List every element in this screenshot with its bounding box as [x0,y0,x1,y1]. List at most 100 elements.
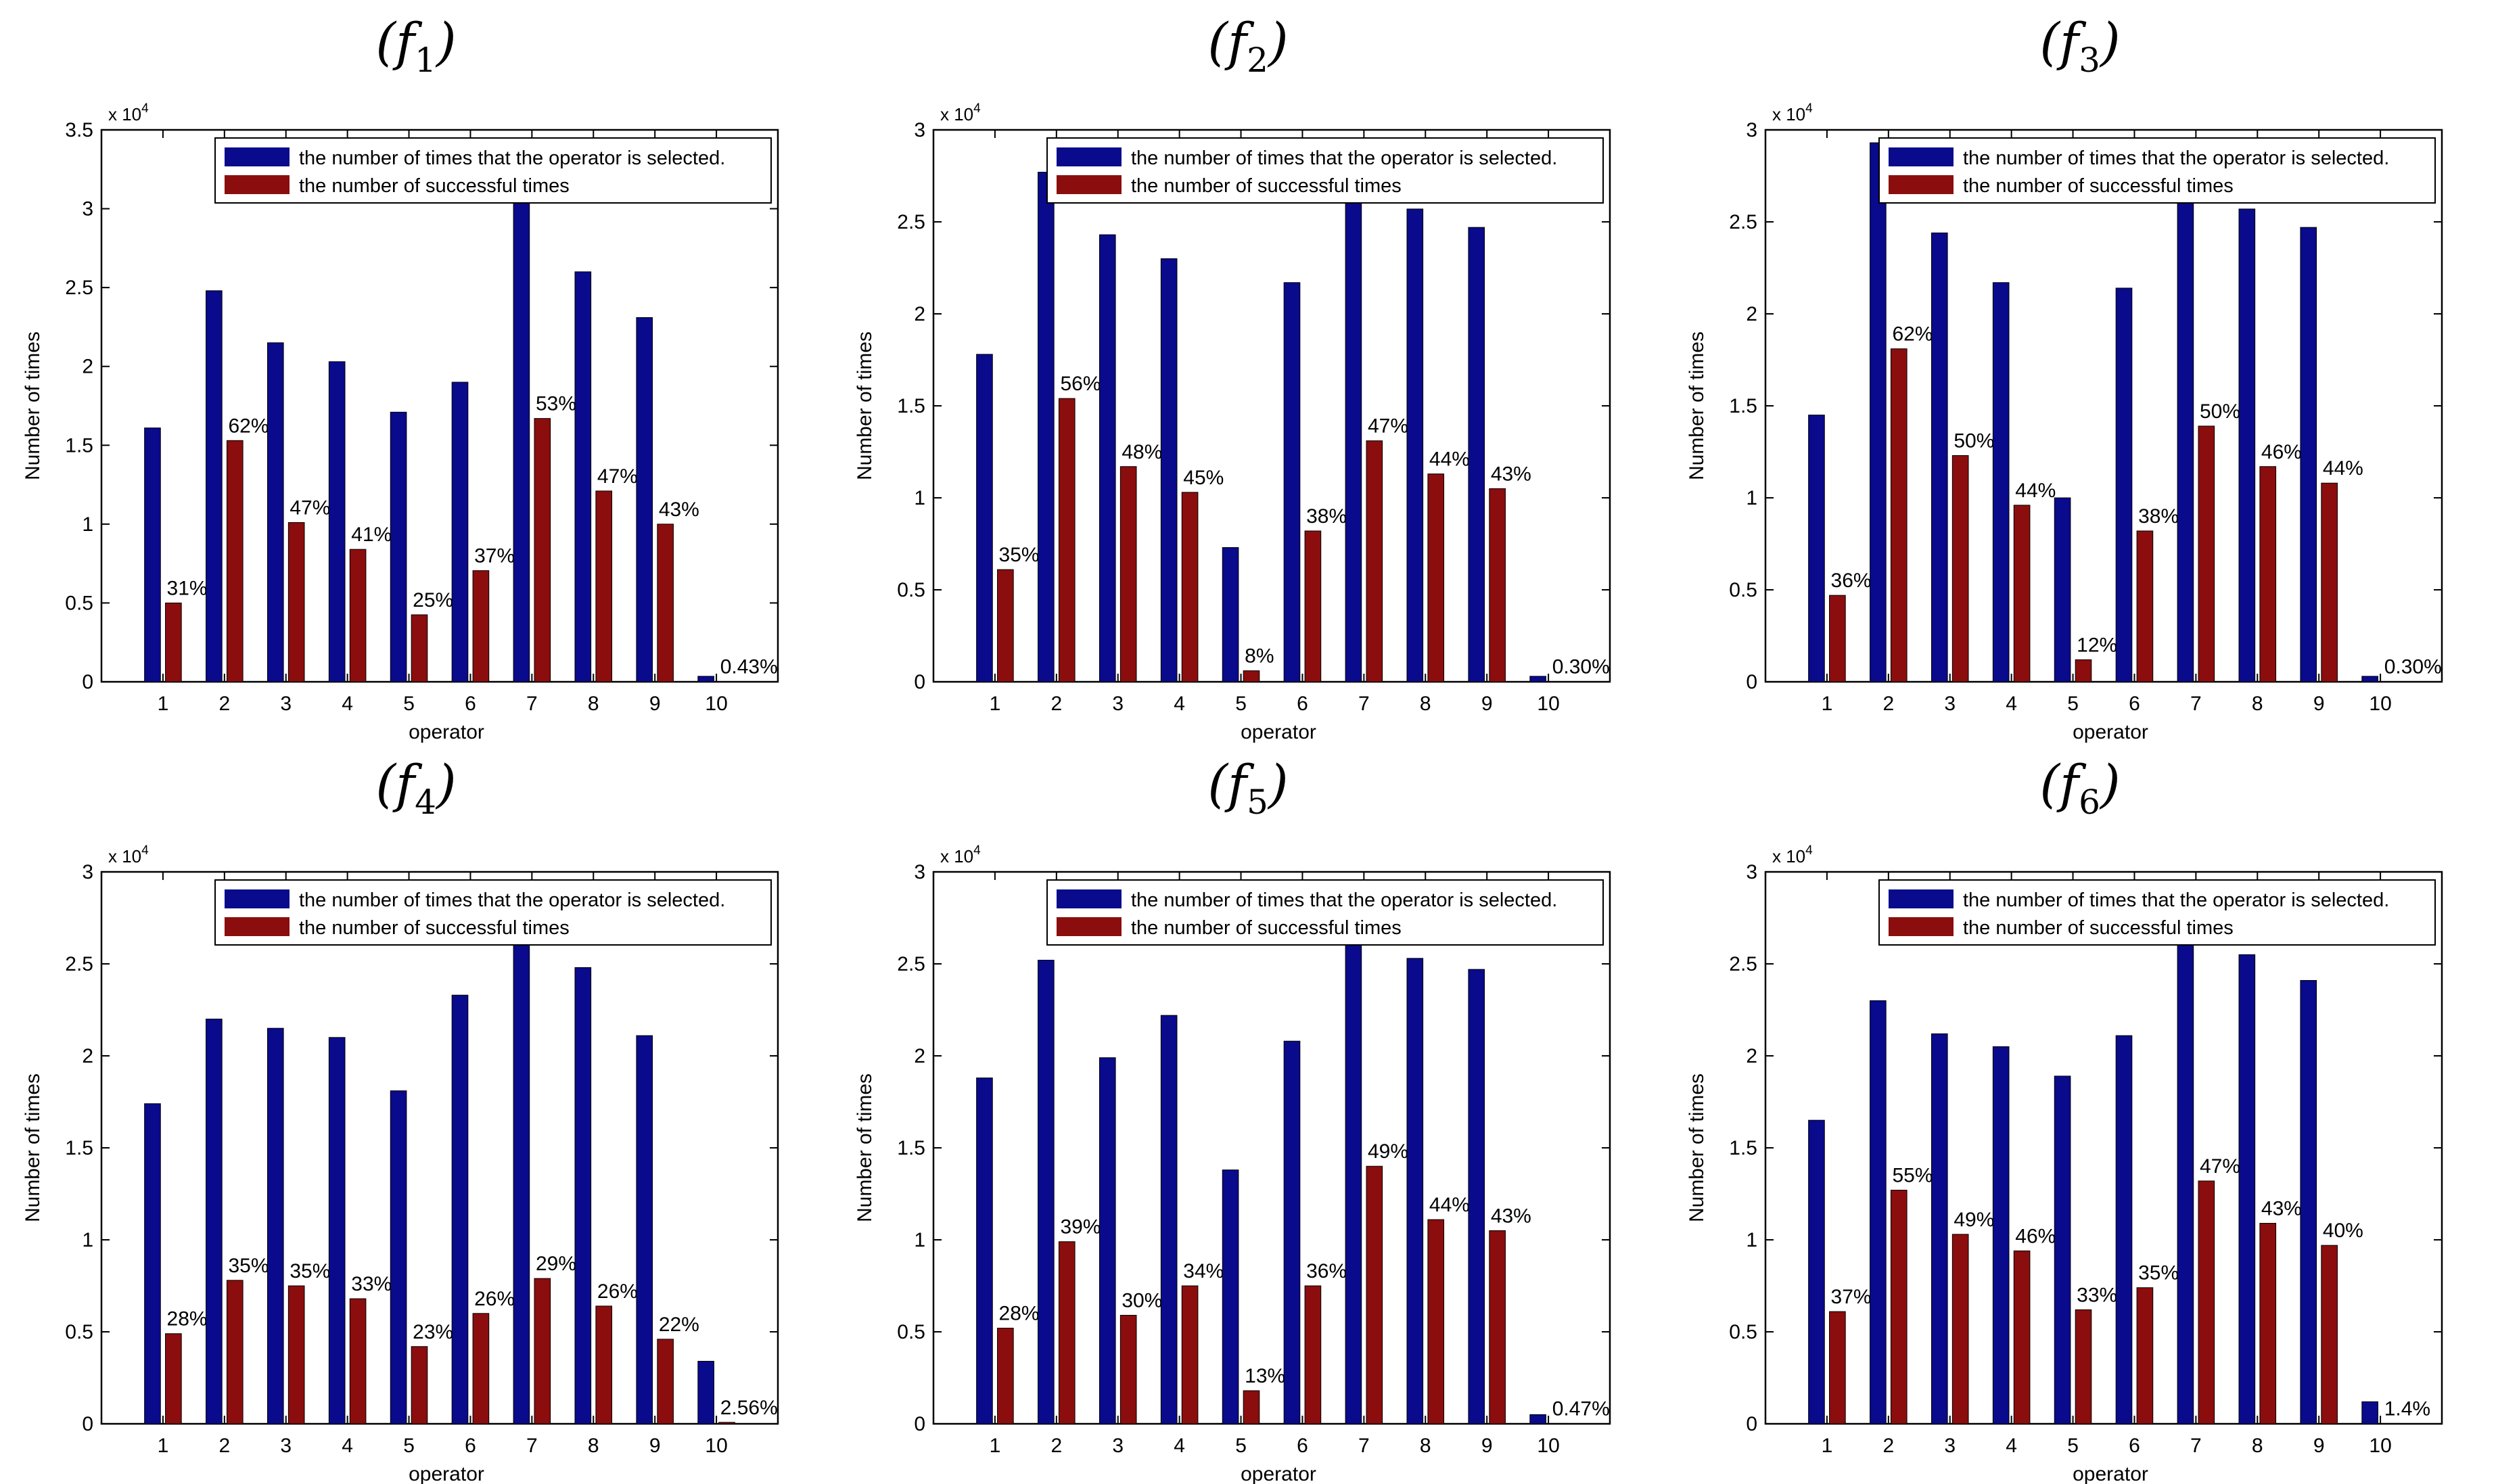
y-tick-label: 0 [82,671,93,693]
y-tick-label: 0.5 [1729,579,1757,601]
data-label: 28% [999,1303,1040,1325]
y-axis-label: Number of times [1686,331,1708,480]
y-tick-label: 1.5 [1729,395,1757,417]
bar-selected [697,1361,714,1424]
bar-successful [1243,670,1260,682]
x-tick-label: 7 [1358,1435,1370,1457]
bar-successful [534,1278,551,1424]
x-tick-label: 10 [705,693,727,715]
x-tick-label: 7 [526,693,538,715]
data-label: 28% [167,1308,208,1330]
y-exponent-base: x 10 [940,104,973,124]
bar-selected [1468,969,1485,1424]
bar-successful [595,490,613,682]
bar-selected [2361,1401,2378,1424]
y-tick-label: 1 [914,487,925,509]
x-tick-label: 5 [403,693,415,715]
data-label: 30% [1122,1290,1162,1312]
data-label: 26% [474,1288,515,1310]
legend-swatch-successful [225,175,290,194]
data-label: 45% [1183,467,1224,489]
data-label: 34% [1183,1260,1224,1282]
x-tick-label: 9 [2313,693,2325,715]
bar-successful [1243,1390,1260,1424]
bar-successful [1951,1234,1969,1424]
bar-selected [206,290,223,682]
y-tick-label: 0.5 [1729,1321,1757,1343]
legend-label-successful: the number of successful times [299,175,570,197]
x-tick-label: 1 [1822,1435,1833,1457]
x-tick-label: 4 [2006,693,2017,715]
legend-swatch-successful [225,917,290,936]
x-tick-label: 6 [2129,693,2140,715]
y-exponent-power: 4 [141,101,149,116]
bar-selected [267,342,284,682]
bar-selected [1529,676,1546,682]
x-tick-label: 7 [1358,693,1370,715]
bar-selected [2115,287,2133,682]
legend-box [1046,879,1604,946]
x-tick-label: 6 [465,1435,476,1457]
bar-selected [1038,172,1055,682]
bar-successful [997,1328,1014,1424]
data-label: 29% [536,1253,576,1275]
bar-selected [2177,940,2194,1424]
x-tick-label: 4 [1174,1435,1185,1457]
bar-successful [1058,1241,1076,1424]
bar-successful [349,1298,367,1424]
data-label: 8% [1245,645,1274,668]
legend-label-selected: the number of times that the operator is… [299,889,725,911]
y-tick-label: 2 [914,303,925,325]
bar-selected [1160,258,1178,682]
x-tick-label: 2 [1050,693,1062,715]
y-tick-label: 1 [82,513,93,536]
x-axis-label: operator [1241,1463,1316,1484]
x-tick-label: 5 [2067,1435,2079,1457]
x-tick-label: 5 [1235,1435,1247,1457]
bar-successful [1427,1219,1445,1424]
x-tick-label: 2 [218,1435,230,1457]
x-tick-label: 10 [1537,1435,1559,1457]
y-tick-label: 1 [914,1229,925,1251]
bar-selected [636,1035,653,1424]
bar-successful [1489,1230,1506,1424]
data-label: 38% [2138,505,2179,528]
chart-title: (f2) [1207,11,1288,80]
data-label: 40% [2323,1220,2363,1242]
y-exponent: x 104 [108,843,149,866]
plot-frame [932,129,1611,683]
legend-swatch-selected [1057,147,1122,166]
bar-successful [226,440,244,682]
data-label: 25% [413,589,453,611]
legend-box [1878,137,2436,204]
bar-selected [2300,227,2317,682]
chart-title: (f4) [375,753,456,822]
y-tick-label: 0.5 [65,592,93,614]
legend-swatch-successful [1057,175,1122,194]
bar-successful [1489,488,1506,682]
y-tick-label: 2.5 [897,211,925,233]
bar-selected [574,271,592,682]
bar-selected [1406,208,1424,682]
chart-title-subscript: 1 [415,41,436,80]
legend-label-selected: the number of times that the operator is… [1131,889,1557,911]
data-label: 46% [2261,441,2302,463]
bar-successful [2013,1250,2031,1424]
bar-selected [1099,1057,1116,1424]
x-tick-label: 3 [1112,693,1124,715]
x-tick-label: 2 [1050,1435,1062,1457]
chart-panel-f4: (f4) 0 0.5 1 1.5 2 2.5 3 x 104 Number of times ope… [0,742,832,1484]
y-tick-label: 0.5 [65,1321,93,1343]
legend-label-successful: the number of successful times [1963,175,2234,197]
bar-selected [2238,208,2256,682]
data-label: 47% [290,497,330,519]
plot-frame [100,129,779,683]
bar-selected [2054,1075,2071,1424]
y-tick-label: 2.5 [65,953,93,975]
bar-successful [1890,1190,1908,1424]
bar-selected [1808,1119,1825,1424]
x-tick-label: 3 [280,693,292,715]
